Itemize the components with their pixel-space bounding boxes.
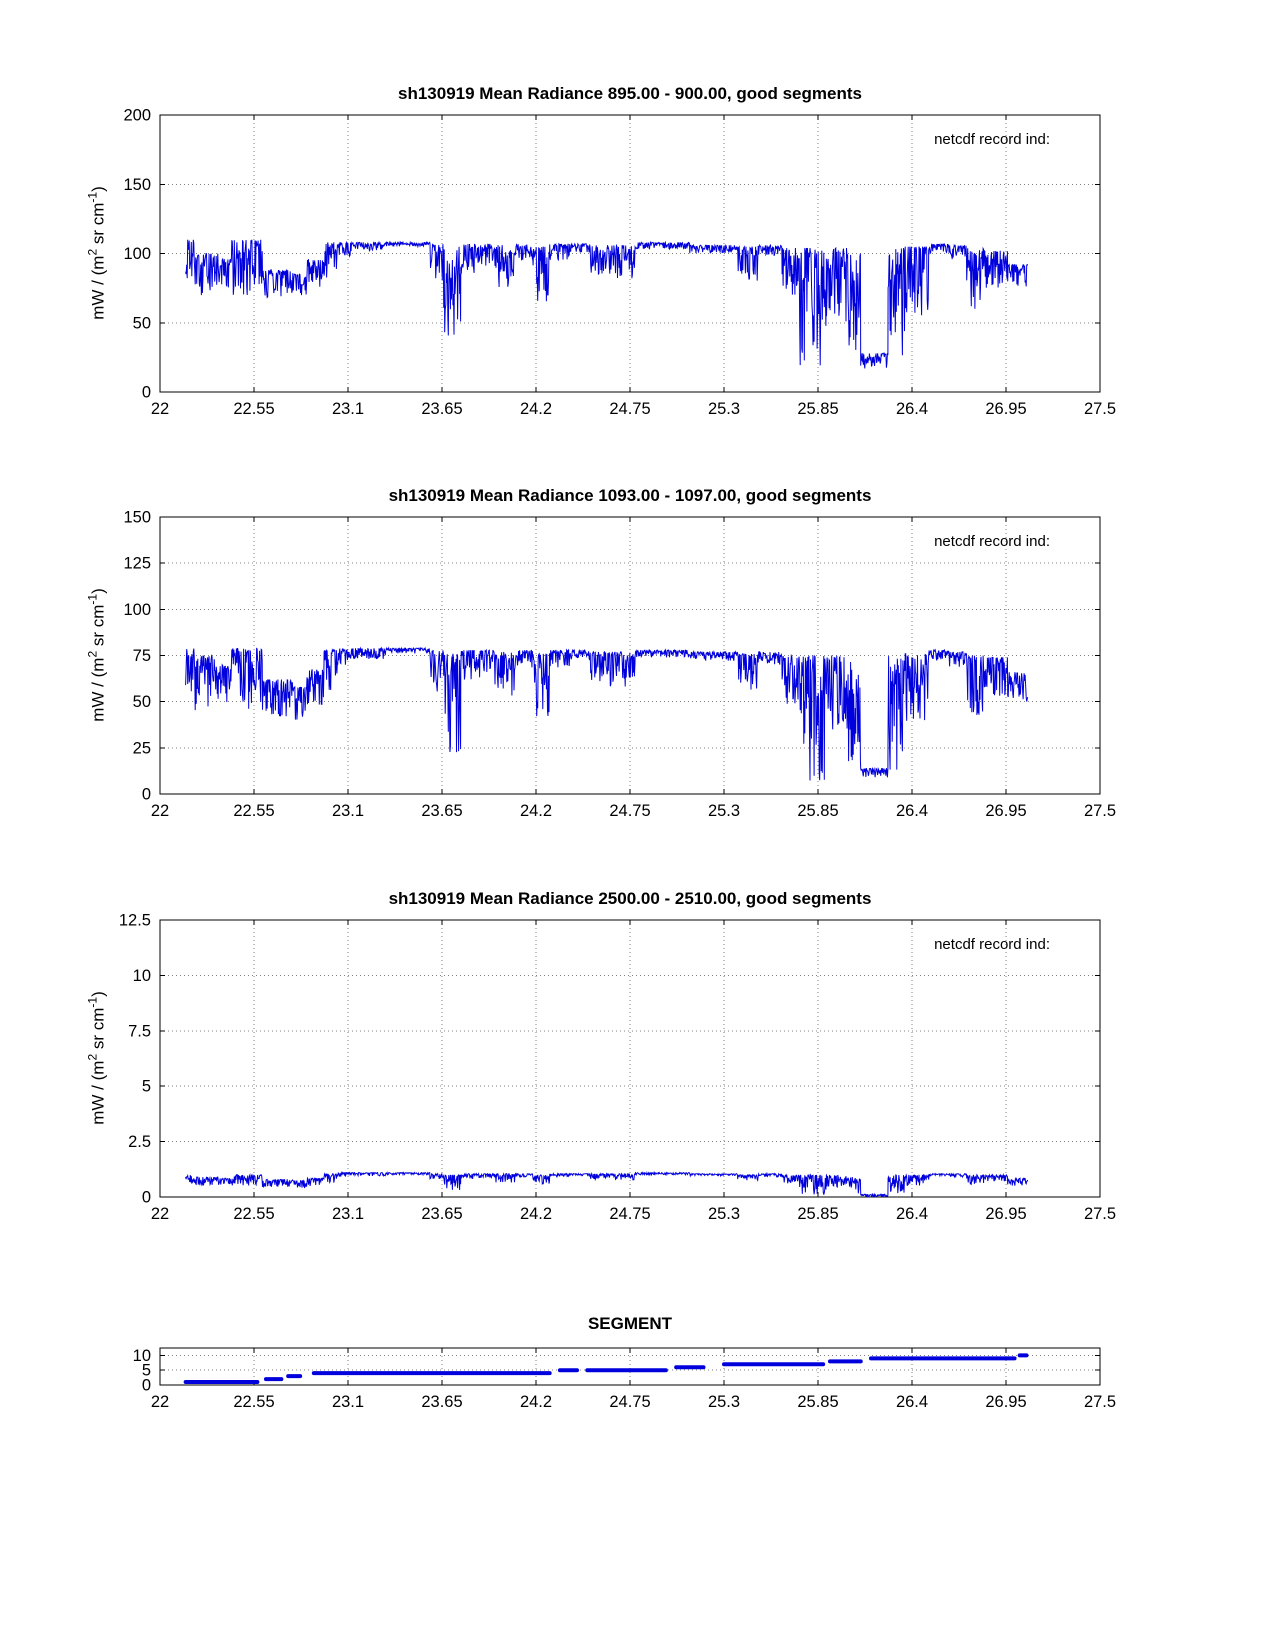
svg-text:26.95: 26.95: [985, 802, 1026, 820]
svg-text:24.2: 24.2: [520, 400, 552, 418]
svg-text:100: 100: [123, 245, 151, 263]
svg-text:25.3: 25.3: [708, 1393, 740, 1411]
svg-text:27.5: 27.5: [1084, 400, 1116, 418]
chart2-netcdf-annotation: netcdf record ind:: [934, 533, 1050, 550]
svg-text:22.55: 22.55: [233, 802, 274, 820]
chart2-title: sh130919 Mean Radiance 1093.00 - 1097.00…: [388, 486, 872, 505]
svg-text:23.65: 23.65: [421, 1393, 462, 1411]
svg-text:23.1: 23.1: [332, 1205, 364, 1223]
svg-text:5: 5: [142, 1078, 151, 1096]
svg-text:25.3: 25.3: [708, 802, 740, 820]
svg-text:0: 0: [142, 384, 151, 402]
svg-text:2.5: 2.5: [128, 1133, 151, 1151]
svg-text:26.4: 26.4: [896, 1205, 928, 1223]
svg-text:26.95: 26.95: [985, 400, 1026, 418]
svg-text:200: 200: [123, 107, 151, 125]
svg-text:24.75: 24.75: [609, 1393, 650, 1411]
svg-text:22: 22: [151, 400, 169, 418]
chart3-title: sh130919 Mean Radiance 2500.00 - 2510.00…: [388, 889, 872, 908]
svg-text:23.65: 23.65: [421, 802, 462, 820]
svg-text:10: 10: [133, 1347, 151, 1365]
svg-text:24.2: 24.2: [520, 1205, 552, 1223]
svg-text:23.65: 23.65: [421, 400, 462, 418]
svg-text:23.65: 23.65: [421, 1205, 462, 1223]
svg-text:12.5: 12.5: [119, 912, 151, 930]
svg-text:27.5: 27.5: [1084, 802, 1116, 820]
svg-text:24.2: 24.2: [520, 802, 552, 820]
svg-text:26.4: 26.4: [896, 400, 928, 418]
chart3-plot-area: 22 22.55 23.1 23.65 24.2 24.75 25.3 25.85 26.4 26…: [119, 912, 1116, 1224]
svg-text:22.55: 22.55: [233, 1393, 274, 1411]
svg-text:0: 0: [142, 1377, 151, 1395]
svg-text:100: 100: [123, 601, 151, 619]
svg-text:24.75: 24.75: [609, 802, 650, 820]
svg-text:23.1: 23.1: [332, 802, 364, 820]
svg-text:23.1: 23.1: [332, 400, 364, 418]
svg-text:27.5: 27.5: [1084, 1205, 1116, 1223]
svg-text:22: 22: [151, 1205, 169, 1223]
svg-text:50: 50: [133, 314, 151, 332]
svg-text:10: 10: [133, 967, 151, 985]
svg-text:26.4: 26.4: [896, 1393, 928, 1411]
chart1-plot-area: 22 22.55 23.1 23.65 24.2 24.75 25.3 25.85 26.4 26…: [123, 107, 1116, 419]
svg-text:27.5: 27.5: [1084, 1393, 1116, 1411]
chart2-plot-area: 22 22.55 23.1 23.65 24.2 24.75 25.3 25.85 26.4 26…: [123, 509, 1116, 821]
svg-text:26.4: 26.4: [896, 802, 928, 820]
chart3-netcdf-annotation: netcdf record ind:: [934, 936, 1050, 953]
svg-text:24.2: 24.2: [520, 1393, 552, 1411]
chart1-title: sh130919 Mean Radiance 895.00 - 900.00, …: [398, 84, 862, 103]
svg-text:150: 150: [123, 509, 151, 527]
chart1-netcdf-annotation: netcdf record ind:: [934, 131, 1050, 148]
svg-text:22.55: 22.55: [233, 400, 274, 418]
svg-text:26.95: 26.95: [985, 1205, 1026, 1223]
svg-text:26.95: 26.95: [985, 1393, 1026, 1411]
svg-text:24.75: 24.75: [609, 400, 650, 418]
segment-chart-title: SEGMENT: [587, 1314, 673, 1333]
svg-text:150: 150: [123, 176, 151, 194]
svg-text:22: 22: [151, 1393, 169, 1411]
svg-text:25.85: 25.85: [797, 1205, 838, 1223]
svg-text:25.85: 25.85: [797, 400, 838, 418]
svg-text:25.3: 25.3: [708, 1205, 740, 1223]
svg-text:5: 5: [142, 1362, 151, 1380]
segment-plot-area: 22 22.55 23.1 23.65 24.2 24.75 25.3 25.85 26.4 26…: [133, 1347, 1116, 1411]
svg-text:23.1: 23.1: [332, 1393, 364, 1411]
svg-text:25: 25: [133, 739, 151, 757]
svg-text:22: 22: [151, 802, 169, 820]
svg-text:125: 125: [123, 555, 151, 573]
svg-text:7.5: 7.5: [128, 1022, 151, 1040]
svg-text:25.85: 25.85: [797, 802, 838, 820]
svg-text:0: 0: [142, 1189, 151, 1207]
svg-text:25.3: 25.3: [708, 400, 740, 418]
svg-text:50: 50: [133, 693, 151, 711]
svg-text:22.55: 22.55: [233, 1205, 274, 1223]
svg-text:75: 75: [133, 647, 151, 665]
svg-text:0: 0: [142, 786, 151, 804]
svg-text:25.85: 25.85: [797, 1393, 838, 1411]
svg-text:24.75: 24.75: [609, 1205, 650, 1223]
